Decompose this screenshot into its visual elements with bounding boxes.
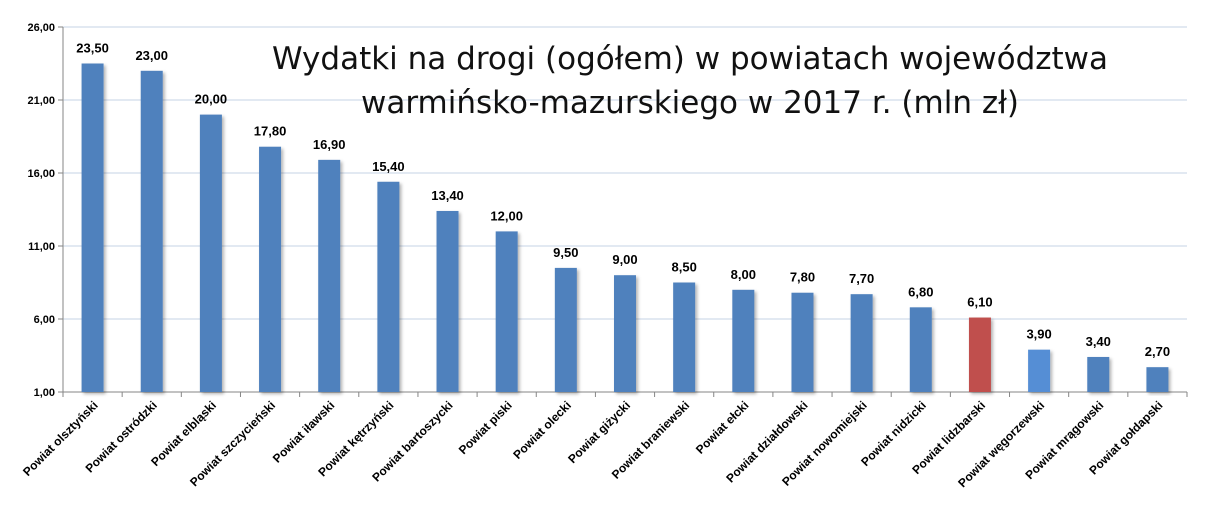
y-tick-label: 1,00 xyxy=(34,387,55,399)
bar xyxy=(1087,356,1110,392)
data-label: 7,80 xyxy=(790,270,815,285)
category-label: Powiat piski xyxy=(456,398,515,457)
y-tick-label: 11,00 xyxy=(28,241,55,253)
data-label: 6,10 xyxy=(967,295,992,310)
data-label: 8,50 xyxy=(672,260,697,275)
data-label: 15,40 xyxy=(372,159,405,174)
data-label: 9,50 xyxy=(553,245,578,260)
bar xyxy=(377,181,400,392)
data-label: 13,40 xyxy=(431,188,464,203)
data-label: 17,80 xyxy=(254,124,287,139)
bar xyxy=(81,63,104,392)
bar xyxy=(199,114,222,392)
data-labels: 23,50 23,00 20,00 17,80 16,90 15,40 13,40 12,00… xyxy=(76,41,1170,360)
gridlines xyxy=(63,26,1187,320)
bar xyxy=(673,282,696,392)
category-label: Powiat giżycki xyxy=(565,398,633,466)
y-tick-label: 6,00 xyxy=(34,314,55,326)
axes: 1,00 6,00 11,00 16,00 21,00 26,00 xyxy=(27,22,1188,399)
y-tick-label: 16,00 xyxy=(27,168,55,180)
data-label: 8,00 xyxy=(731,267,756,282)
data-label: 20,00 xyxy=(195,92,228,107)
bar xyxy=(436,210,459,392)
y-tick-label: 26,00 xyxy=(27,22,55,34)
bar xyxy=(1028,349,1051,392)
bar xyxy=(732,289,755,392)
bar xyxy=(1146,367,1169,392)
category-label: Powiat olecki xyxy=(510,398,574,462)
bar xyxy=(140,70,163,393)
data-label: 23,00 xyxy=(135,48,168,63)
data-label: 23,50 xyxy=(76,41,109,56)
category-label: Powiat ełcki xyxy=(693,398,751,456)
data-label: 3,90 xyxy=(1026,327,1051,342)
data-label: 2,70 xyxy=(1145,344,1170,359)
bar xyxy=(259,146,282,392)
data-label: 12,00 xyxy=(490,208,523,223)
data-label: 16,90 xyxy=(313,137,346,152)
bar xyxy=(554,267,577,392)
bar xyxy=(909,307,932,392)
bar xyxy=(850,294,873,392)
chart-title-line-1: Wydatki na drogi (ogółem) w powiatach wo… xyxy=(272,41,1108,77)
y-tick-label: 21,00 xyxy=(27,95,55,107)
data-label: 9,00 xyxy=(612,252,637,267)
bar xyxy=(968,317,991,392)
bars xyxy=(81,63,1169,393)
chart-title-line-2: warmińsko-mazurskiego w 2017 r. (mln zł) xyxy=(361,85,1019,121)
bar xyxy=(614,275,636,392)
chart-title: Wydatki na drogi (ogółem) w powiatach wo… xyxy=(272,41,1108,121)
bar xyxy=(495,231,518,392)
data-label: 3,40 xyxy=(1086,334,1111,349)
bar xyxy=(791,292,814,392)
data-label: 6,80 xyxy=(908,284,933,299)
bar xyxy=(318,159,341,392)
data-label: 7,70 xyxy=(849,271,874,286)
category-label: Powiat iławski xyxy=(270,398,337,465)
